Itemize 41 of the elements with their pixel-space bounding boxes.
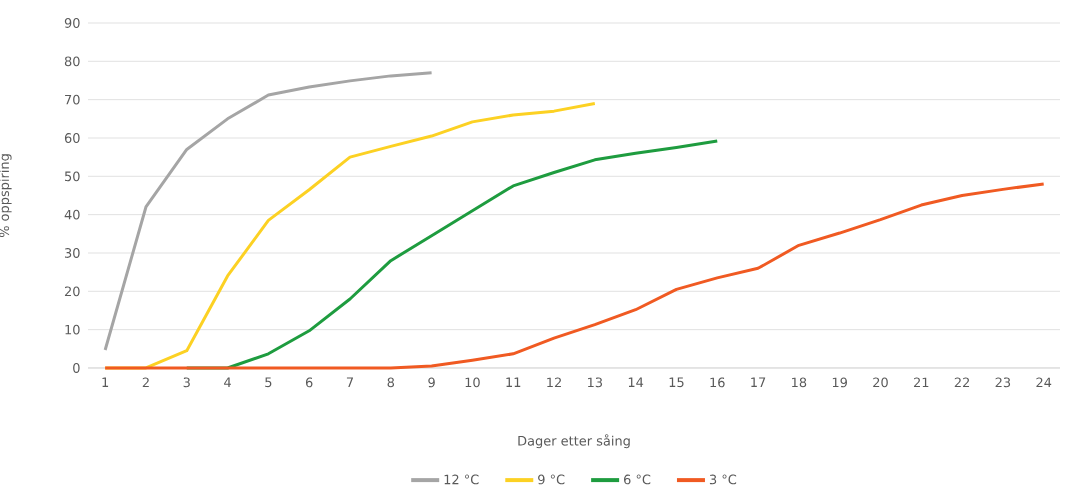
x-tick-label: 22 bbox=[954, 377, 970, 388]
y-tick-label: 30 bbox=[64, 248, 80, 258]
line-series bbox=[103, 71, 434, 352]
x-tick-label: 8 bbox=[387, 377, 395, 388]
y-tick-label: 10 bbox=[65, 324, 80, 335]
x-tick-label: 19 bbox=[832, 377, 847, 388]
y-tick-label: 0 bbox=[73, 363, 80, 373]
x-tick-label: 10 bbox=[465, 377, 480, 388]
y-tick-label: 90 bbox=[64, 18, 80, 28]
y-tick-label: 80 bbox=[64, 56, 80, 67]
x-tick-label: 18 bbox=[792, 377, 807, 388]
x-tick-label: 15 bbox=[669, 377, 684, 388]
x-tick-label: 21 bbox=[913, 377, 929, 388]
x-tick-label: 24 bbox=[1036, 377, 1052, 388]
y-tick-label: 40 bbox=[64, 209, 80, 220]
x-tick-label: 4 bbox=[224, 377, 231, 387]
legend-label: 9 °C bbox=[538, 474, 565, 485]
x-tick-label: 7 bbox=[346, 377, 354, 387]
x-axis-title: Dager etter såing bbox=[518, 434, 630, 449]
x-tick-label: 1 bbox=[102, 377, 109, 387]
x-tick-label: 14 bbox=[628, 377, 644, 387]
x-tick-label: 23 bbox=[995, 377, 1011, 388]
x-tick-label: 5 bbox=[265, 377, 272, 388]
x-tick-label: 6 bbox=[305, 377, 313, 388]
x-tick-label: 3 bbox=[183, 377, 190, 388]
legend-label: 6 °C bbox=[624, 474, 651, 485]
x-tick-label: 12 bbox=[547, 377, 561, 388]
x-tick-label: 20 bbox=[873, 377, 888, 388]
legend-label: 3 °C bbox=[709, 474, 737, 485]
x-tick-label: 9 bbox=[428, 377, 435, 388]
x-tick-label: 13 bbox=[588, 377, 603, 388]
y-tick-label: 60 bbox=[64, 133, 80, 143]
y-axis-title: % oppspiring bbox=[0, 154, 12, 238]
x-tick-label: 17 bbox=[751, 377, 766, 387]
y-tick-label: 70 bbox=[65, 94, 80, 105]
x-tick-label: 16 bbox=[710, 377, 725, 388]
x-tick-label: 11 bbox=[506, 377, 521, 387]
x-tick-label: 2 bbox=[142, 377, 149, 388]
y-tick-label: 20 bbox=[64, 286, 80, 297]
y-tick-label: 50 bbox=[65, 171, 80, 182]
legend-label: 12 °C bbox=[444, 474, 479, 485]
